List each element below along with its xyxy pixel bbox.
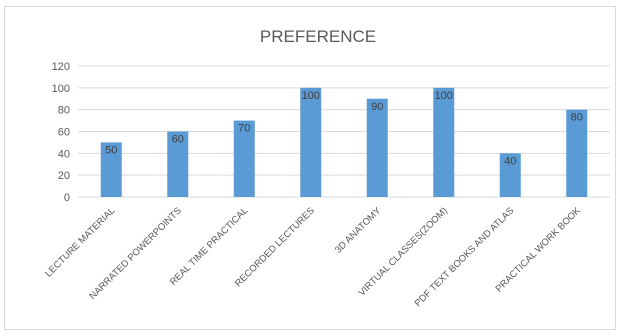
bar: [300, 87, 322, 197]
y-tick-label: 20: [58, 170, 70, 182]
gridlines: [78, 65, 610, 198]
bar: [566, 109, 588, 197]
bars: [100, 87, 588, 197]
data-label: 90: [371, 101, 383, 113]
data-labels: 50 60 70 100 90 100 40 80: [105, 90, 583, 167]
y-tick-label: 0: [64, 192, 70, 204]
data-label: 80: [571, 112, 583, 124]
data-label: 40: [504, 155, 516, 167]
data-label: 100: [435, 90, 453, 102]
data-label: 70: [238, 123, 250, 135]
bar: [233, 120, 255, 197]
data-label: 60: [172, 134, 184, 146]
y-tick-label: 120: [52, 61, 70, 73]
x-category-label: LECTURE MATERIAL: [43, 205, 117, 279]
y-tick-label: 100: [52, 83, 70, 95]
y-tick-label: 80: [58, 105, 70, 117]
x-category-label: 3D ANATOMY: [333, 205, 384, 256]
y-tick-label: 40: [58, 148, 70, 160]
data-label: 50: [105, 144, 117, 156]
bar: [433, 87, 455, 197]
data-label: 100: [302, 90, 320, 102]
bar: [499, 153, 521, 197]
y-axis-ticks: 0 20 40 60 80 100 120: [52, 61, 70, 204]
bar: [100, 142, 122, 197]
bar: [167, 131, 189, 197]
bar: [366, 98, 388, 197]
y-tick-label: 60: [58, 127, 70, 139]
chart-title: PREFERENCE: [260, 27, 376, 46]
